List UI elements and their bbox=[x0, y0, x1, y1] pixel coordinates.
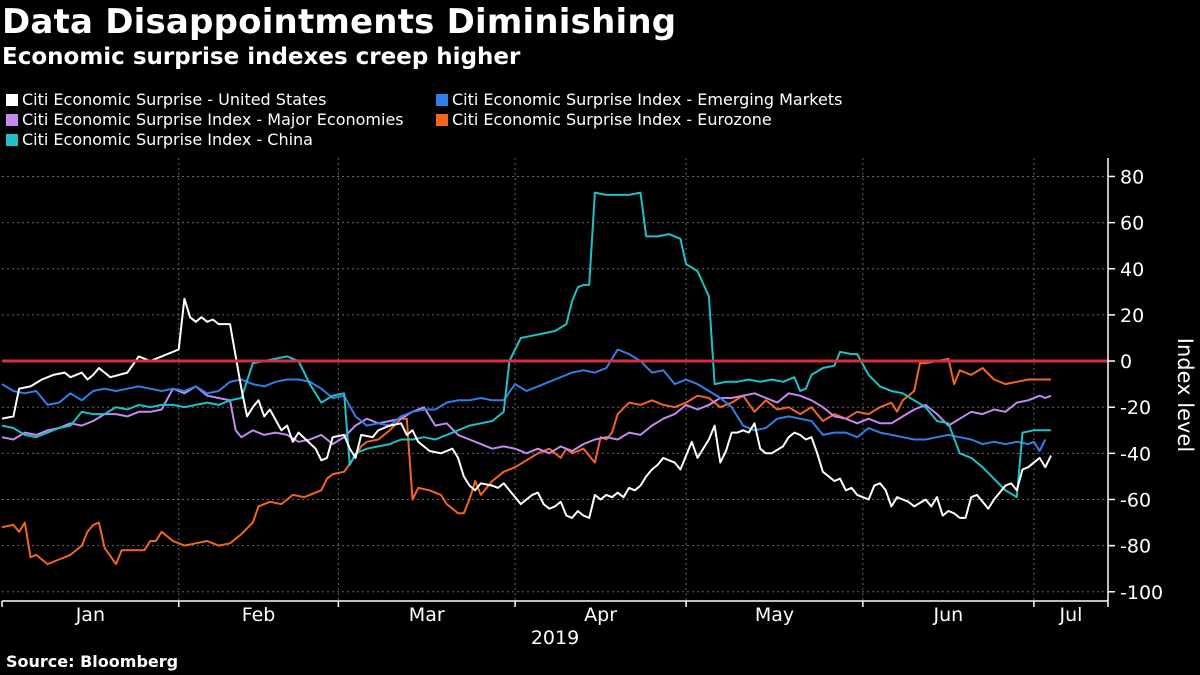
y-axis-ticks: 80 60 40 20 0 -20 -40 -60 -80 -100 bbox=[1108, 166, 1163, 604]
axes bbox=[2, 158, 1109, 602]
x-tick-label-jul: Jul bbox=[1058, 604, 1082, 626]
y-tick-label: -40 bbox=[1120, 443, 1151, 465]
legend-label-emerging-markets: Citi Economic Surprise Index - Emerging … bbox=[452, 90, 843, 109]
y-tick-label: 60 bbox=[1120, 213, 1144, 235]
x-tick-label-apr: Apr bbox=[584, 604, 617, 626]
x-axis-year-label: 2019 bbox=[531, 627, 579, 649]
x-tick-label-may: May bbox=[755, 604, 794, 626]
y-tick-label: 20 bbox=[1120, 305, 1144, 327]
legend-label-major-economies: Citi Economic Surprise Index - Major Eco… bbox=[22, 110, 404, 129]
legend-swatch-major-economies bbox=[6, 113, 18, 126]
legend-swatch-eurozone bbox=[436, 113, 448, 126]
series-lines bbox=[1, 191, 1108, 566]
x-tick-label-jun: Jun bbox=[933, 604, 964, 626]
legend-label-united-states: Citi Economic Surprise - United States bbox=[22, 90, 327, 109]
legend-item-emerging-markets: Citi Economic Surprise Index - Emerging … bbox=[436, 90, 842, 109]
series-line-china bbox=[1, 191, 1051, 499]
legend-item-united-states: Citi Economic Surprise - United States bbox=[6, 90, 326, 109]
y-axis-label: Index level bbox=[1173, 338, 1197, 452]
x-tick-label-feb: Feb bbox=[242, 604, 276, 626]
series-line-eurozone bbox=[1, 357, 1051, 566]
y-tick-label: 0 bbox=[1120, 351, 1132, 373]
chart-title: Data Disappointments Diminishing bbox=[2, 2, 677, 42]
x-axis-ticks: Jan Feb Mar Apr May Jun Jul bbox=[1, 601, 1109, 626]
y-tick-label: -20 bbox=[1120, 397, 1151, 419]
source-note: Source: Bloomberg bbox=[6, 652, 179, 671]
x-tick-label-jan: Jan bbox=[75, 604, 105, 626]
chart-subtitle: Economic surprise indexes creep higher bbox=[2, 44, 521, 70]
series-line-emerging-markets bbox=[1, 348, 1047, 452]
legend-item-major-economies: Citi Economic Surprise Index - Major Eco… bbox=[6, 110, 404, 129]
y-tick-label: 80 bbox=[1120, 166, 1144, 188]
series-line-major-economies bbox=[1, 385, 1052, 455]
legend-swatch-united-states bbox=[6, 93, 18, 106]
legend-label-china: Citi Economic Surprise Index - China bbox=[22, 130, 313, 149]
y-tick-label: -60 bbox=[1120, 489, 1151, 511]
legend-swatch-china bbox=[6, 133, 18, 146]
legend-swatch-emerging-markets bbox=[436, 93, 448, 106]
y-tick-label: -100 bbox=[1120, 582, 1163, 604]
legend-label-eurozone: Citi Economic Surprise Index - Eurozone bbox=[452, 110, 772, 129]
y-tick-label: 40 bbox=[1120, 259, 1144, 281]
legend-item-china: Citi Economic Surprise Index - China bbox=[6, 130, 313, 149]
y-tick-label: -80 bbox=[1120, 536, 1151, 558]
x-tick-label-mar: Mar bbox=[409, 604, 445, 626]
legend-item-eurozone: Citi Economic Surprise Index - Eurozone bbox=[436, 110, 772, 129]
series-line-united-states bbox=[1, 297, 1052, 519]
